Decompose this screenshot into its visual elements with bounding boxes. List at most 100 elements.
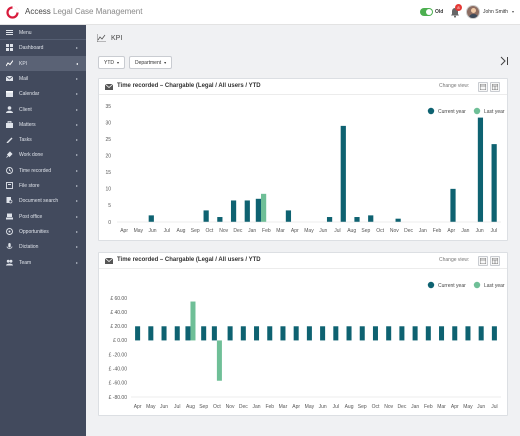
bar-current-year xyxy=(306,326,312,341)
department-select[interactable]: Department ▾ xyxy=(129,56,173,69)
document-search-icon xyxy=(6,197,13,204)
sidebar-item-calendar[interactable]: Calendar ▸ xyxy=(0,86,86,101)
bar-chart-hours: Current year Last year 0 5 10 15 20 25 30 35 Apr Ma… xyxy=(105,104,505,234)
bar-current-year xyxy=(255,198,261,222)
dictation-icon xyxy=(6,243,13,249)
chevron-right-icon: ▸ xyxy=(75,91,78,97)
sidebar-item-post-office[interactable]: Post office ▸ xyxy=(0,209,86,224)
sidebar-item-menu[interactable]: Menu xyxy=(0,25,86,41)
table-view-button[interactable] xyxy=(490,256,500,266)
legend-last-year-swatch xyxy=(473,281,481,289)
chart-panel-value: Time recorded – Chargable (Legal / All u… xyxy=(98,252,508,416)
legend-last-year-label: Last year xyxy=(484,109,505,115)
chart-view-button[interactable] xyxy=(478,82,488,92)
panel-header: Time recorded – Chargable (Legal / All u… xyxy=(99,79,507,95)
x-tick-label: Aug xyxy=(186,404,195,410)
x-tick-label: May xyxy=(305,404,315,410)
sidebar-item-mail[interactable]: Mail ▸ xyxy=(0,71,86,86)
legend-current-year-label: Current year xyxy=(438,109,466,115)
x-tick-label: Jun xyxy=(319,228,327,234)
x-tick-label: Jan xyxy=(461,228,469,234)
sidebar-item-label: KPI xyxy=(19,60,28,67)
legend-current-year-swatch xyxy=(427,281,435,289)
avatar[interactable] xyxy=(466,5,480,19)
chevron-down-icon[interactable]: ▾ xyxy=(512,9,515,14)
collapse-panel-icon[interactable] xyxy=(500,56,509,66)
bar-current-year xyxy=(293,326,299,341)
x-tick-label: Jan xyxy=(411,404,419,410)
old-toggle[interactable] xyxy=(420,8,433,16)
sidebar-item-tasks[interactable]: Tasks ▸ xyxy=(0,132,86,147)
x-tick-label: Jun xyxy=(476,228,484,234)
toggle-label: Old xyxy=(435,9,444,15)
sidebar-item-time-recorded[interactable]: Time recorded ▸ xyxy=(0,163,86,178)
chevron-right-icon: ▸ xyxy=(75,183,78,188)
x-tick-label: Apr xyxy=(291,228,299,234)
y-tick-label: 10 xyxy=(105,187,111,193)
top-bar: Access Legal Case Management Old 8 John … xyxy=(0,0,520,25)
x-tick-label: Mar xyxy=(276,228,285,234)
bar-current-year xyxy=(359,326,365,341)
bar-last-year xyxy=(190,301,196,341)
sidebar-item-kpi[interactable]: KPI ◂ xyxy=(0,55,86,71)
x-tick-label: Jul xyxy=(174,404,180,410)
x-tick-label: Sep xyxy=(358,404,367,410)
notification-badge: 8 xyxy=(455,4,462,11)
sidebar-item-work-done[interactable]: Work done ▸ xyxy=(0,147,86,162)
sidebar-item-client[interactable]: Client ▸ xyxy=(0,102,86,117)
sidebar-item-opportunities[interactable]: Opportunities ▸ xyxy=(0,224,86,239)
table-icon xyxy=(492,84,498,90)
sidebar-item-document-search[interactable]: Document search ▸ xyxy=(0,193,86,208)
bar-current-year xyxy=(217,217,223,222)
x-tick-label: Sep xyxy=(361,228,370,234)
bar-current-year xyxy=(491,144,497,222)
chevron-right-icon: ▸ xyxy=(75,244,78,250)
bar-current-year xyxy=(450,188,456,222)
x-tick-label: Feb xyxy=(433,228,442,234)
chevron-right-icon: ▸ xyxy=(75,152,78,158)
department-select-value: Department xyxy=(135,59,162,66)
bar-current-year xyxy=(161,326,167,341)
sidebar-item-matters[interactable]: Matters ▸ xyxy=(0,117,86,132)
y-tick-label: £ 0.00 xyxy=(113,338,127,344)
bar-current-year xyxy=(135,326,141,341)
sidebar-item-label: Client xyxy=(19,106,32,113)
bar-current-year xyxy=(477,117,484,222)
sidebar-item-label: Dashboard xyxy=(19,45,44,52)
page-title: KPI xyxy=(111,35,123,42)
bar-current-year xyxy=(368,215,374,222)
app-title: Access Legal Case Management xyxy=(25,7,142,16)
sidebar-item-file-store[interactable]: File store ▸ xyxy=(0,178,86,193)
sidebar-item-dictation[interactable]: Dictation ▸ xyxy=(0,239,86,254)
chevron-right-icon: ▸ xyxy=(75,167,78,173)
user-name[interactable]: John Smith xyxy=(483,9,509,15)
calendar-icon xyxy=(6,91,13,98)
x-tick-label: Jan xyxy=(253,404,261,410)
x-tick-label: Jun xyxy=(149,228,157,234)
period-select[interactable]: YTD ▾ xyxy=(98,56,126,69)
chart-view-button[interactable] xyxy=(478,256,488,266)
x-tick-label: Jul xyxy=(491,228,497,234)
legend-last-year-label: Last year xyxy=(484,283,505,289)
y-tick-label: £ -20.00 xyxy=(109,352,128,358)
sidebar-item-dashboard[interactable]: Dashboard ▸ xyxy=(0,40,86,55)
y-tick-label: £ -80.00 xyxy=(109,395,128,401)
bar-current-year xyxy=(372,326,378,341)
bar-current-year xyxy=(452,326,458,341)
panel-title: Time recorded – Chargable (Legal / All u… xyxy=(117,257,261,263)
sidebar: Menu Dashboard ▸ KPI ◂ Mail ▸ Calendar ▸… xyxy=(0,25,86,436)
sidebar-item-team[interactable]: Team ▸ xyxy=(0,255,86,270)
chevron-right-icon: ▸ xyxy=(75,106,78,112)
x-tick-label: Dec xyxy=(404,228,413,234)
dashboard-icon xyxy=(6,44,13,52)
chevron-right-icon: ▸ xyxy=(75,121,78,127)
work-done-icon xyxy=(6,151,13,159)
opportunities-icon xyxy=(6,227,13,235)
sidebar-item-label: Team xyxy=(19,259,32,266)
x-tick-label: Apr xyxy=(447,228,455,234)
x-tick-label: May xyxy=(304,228,314,234)
x-tick-label: Apr xyxy=(134,404,142,410)
table-view-button[interactable] xyxy=(490,82,500,92)
file-store-icon xyxy=(6,182,13,189)
y-tick-label: £ 20.00 xyxy=(110,324,127,330)
